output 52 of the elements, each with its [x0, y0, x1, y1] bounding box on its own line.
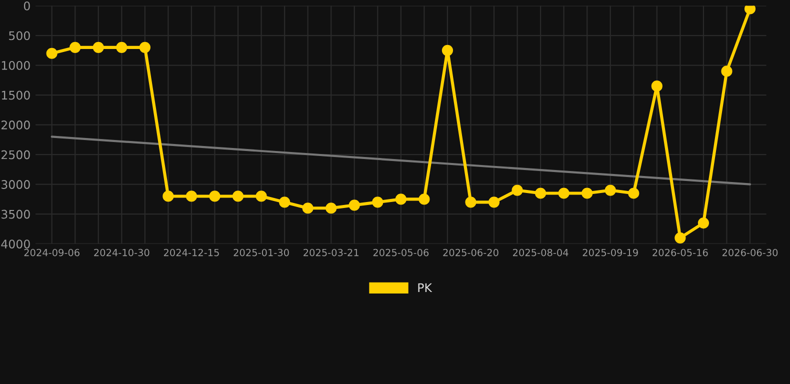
x-tick-label: 2025-05-06: [373, 248, 429, 256]
point: [698, 217, 710, 229]
point: [744, 6, 756, 14]
x-tick-label: 2026-06-30: [722, 248, 778, 256]
point: [512, 184, 523, 196]
point: [256, 190, 267, 202]
x-tick-label: 2025-09-19: [582, 248, 638, 256]
x-tick-label: 2025-01-30: [234, 248, 289, 256]
point: [232, 190, 244, 202]
y-tick-label: 0: [24, 1, 30, 10]
y-tick-label: 1500: [2, 90, 30, 100]
point: [651, 80, 662, 92]
point: [70, 42, 81, 53]
x-tick-label: 2024-12-15: [164, 248, 219, 256]
x-tick-label: 2025-03-21: [304, 248, 358, 256]
y-tick-label: 3500: [2, 210, 30, 219]
point: [488, 196, 500, 208]
point: [604, 184, 616, 196]
point: [418, 194, 430, 205]
x-tick-label: 2024-10-30: [94, 248, 150, 256]
point: [46, 48, 58, 59]
x-tick-label: 2025-08-04: [513, 248, 568, 256]
legend-label: PK: [418, 283, 432, 292]
point: [628, 188, 640, 199]
y-tick-label: 2500: [2, 150, 30, 160]
x-tick-label: 2025-06-20: [443, 248, 498, 256]
x-tick-label: 2026-05-16: [652, 248, 708, 256]
y-tick-label: 1000: [2, 61, 30, 70]
y-tick-label: 2000: [2, 120, 30, 130]
point: [279, 196, 290, 208]
point: [209, 190, 220, 202]
point: [674, 232, 686, 244]
point: [326, 202, 337, 214]
point: [162, 190, 174, 202]
y-tick-label: 500: [9, 31, 30, 40]
y-tick-label: 4000: [1, 240, 30, 248]
point: [535, 188, 546, 199]
point: [395, 194, 406, 205]
point: [348, 200, 360, 211]
point: [302, 202, 314, 214]
point: [442, 44, 454, 56]
point: [721, 66, 732, 77]
point: [558, 188, 570, 199]
x-tick-label: 2024-09-06: [24, 248, 80, 256]
point: [116, 42, 128, 53]
point: [186, 190, 198, 202]
point: [582, 188, 593, 199]
point: [139, 42, 150, 53]
point: [372, 196, 384, 208]
point: [465, 196, 476, 208]
point: [92, 42, 104, 53]
y-tick-label: 3000: [2, 180, 30, 189]
